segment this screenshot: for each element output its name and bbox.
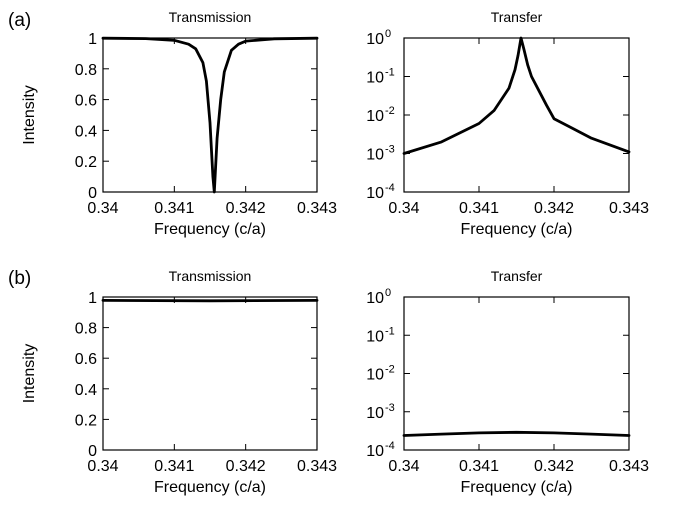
- chart-panel-0: Transmission 0.34 0.341 0.342 0.343 0 0.2 0.4 0.…: [21, 9, 337, 238]
- chart-title: Transfer: [491, 9, 543, 25]
- y-tick-exponent-label: -1: [385, 325, 395, 337]
- y-tick-exponent-label: -3: [385, 144, 395, 156]
- x-tick-label: 0.341: [154, 200, 194, 217]
- y-tick-exponent-label: -4: [385, 182, 395, 194]
- x-tick-label: 0.341: [459, 200, 499, 217]
- y-tick-label: 10: [366, 328, 384, 345]
- panel-label-b: (b): [8, 268, 31, 289]
- y-tick-exponent-label: -2: [385, 105, 395, 117]
- plot-frame: [102, 296, 318, 451]
- chart-title: Transmission: [169, 268, 252, 284]
- y-tick-label: 0.8: [75, 62, 97, 79]
- x-tick-label: 0.343: [297, 458, 337, 475]
- y-tick-base: 10: [366, 147, 384, 164]
- y-tick-base: 10: [366, 31, 384, 48]
- y-tick-label: 10: [366, 147, 384, 164]
- x-tick-label: 0.342: [226, 458, 266, 475]
- y-tick-exponent-label: -2: [385, 364, 395, 376]
- y-tick-label: 10: [366, 185, 384, 202]
- chart-title: Transfer: [491, 268, 543, 284]
- x-tick-label: 0.34: [388, 200, 419, 217]
- y-tick-exponent-label: 0: [385, 28, 391, 40]
- y-tick-label: 0.2: [75, 412, 97, 429]
- y-tick-label: 0.4: [75, 123, 97, 140]
- x-tick-label: 0.34: [87, 458, 118, 475]
- y-tick-base: 10: [366, 108, 384, 125]
- series-line: [402, 36, 631, 155]
- x-tick-label: 0.34: [388, 458, 419, 475]
- y-tick-label: 0.6: [75, 93, 97, 110]
- x-tick-label: 0.342: [534, 200, 574, 217]
- y-tick-label: 1: [88, 290, 97, 307]
- y-tick-label: 0.2: [75, 154, 97, 171]
- x-tick-label: 0.343: [609, 458, 649, 475]
- y-axis-label: Intensity: [21, 85, 38, 145]
- x-axis-label: Frequency (c/a): [460, 479, 572, 496]
- y-tick-exponent-label: -3: [385, 402, 395, 414]
- x-tick-label: 0.342: [226, 200, 266, 217]
- x-axis-label: Frequency (c/a): [154, 479, 266, 496]
- x-tick-label: 0.341: [154, 458, 194, 475]
- y-tick-label: 0.6: [75, 351, 97, 368]
- y-tick-label: 0.8: [75, 321, 97, 338]
- y-tick-base: 10: [366, 185, 384, 202]
- y-tick-label: 0: [88, 185, 97, 202]
- y-tick-label: 1: [88, 31, 97, 48]
- x-tick-label: 0.343: [297, 200, 337, 217]
- x-tick-label: 0.342: [534, 458, 574, 475]
- y-tick-exponent-label: -4: [385, 440, 395, 452]
- y-tick-base: 10: [366, 328, 384, 345]
- x-tick-label: 0.34: [87, 200, 118, 217]
- y-tick-label: 10: [366, 405, 384, 422]
- y-tick-base: 10: [366, 405, 384, 422]
- y-tick-label: 10: [366, 31, 384, 48]
- chart-panel-2: Transmission 0.34 0.341 0.342 0.343 0 0.2 0.4 0.…: [21, 268, 337, 496]
- y-tick-label: 10: [366, 367, 384, 384]
- y-tick-exponent-label: 0: [385, 287, 391, 299]
- y-tick-label: 10: [366, 108, 384, 125]
- y-axis-label: Intensity: [21, 344, 38, 404]
- plot-frame: [403, 296, 630, 451]
- y-tick-label: 10: [366, 443, 384, 460]
- y-tick-label: 0.4: [75, 382, 97, 399]
- series-line: [402, 430, 631, 437]
- y-tick-base: 10: [366, 290, 384, 307]
- y-tick-base: 10: [366, 70, 384, 87]
- y-tick-label: 10: [366, 290, 384, 307]
- y-tick-base: 10: [366, 443, 384, 460]
- series-line: [101, 36, 319, 194]
- y-tick-label: 0: [88, 443, 97, 460]
- x-tick-label: 0.343: [609, 200, 649, 217]
- y-tick-label: 10: [366, 70, 384, 87]
- y-tick-base: 10: [366, 367, 384, 384]
- chart-title: Transmission: [169, 9, 252, 25]
- y-tick-exponent-label: -1: [385, 67, 395, 79]
- plot-frame: [102, 37, 318, 193]
- x-axis-label: Frequency (c/a): [460, 221, 572, 238]
- x-axis-label: Frequency (c/a): [154, 221, 266, 238]
- panel-label-a: (a): [8, 10, 31, 31]
- x-tick-label: 0.341: [459, 458, 499, 475]
